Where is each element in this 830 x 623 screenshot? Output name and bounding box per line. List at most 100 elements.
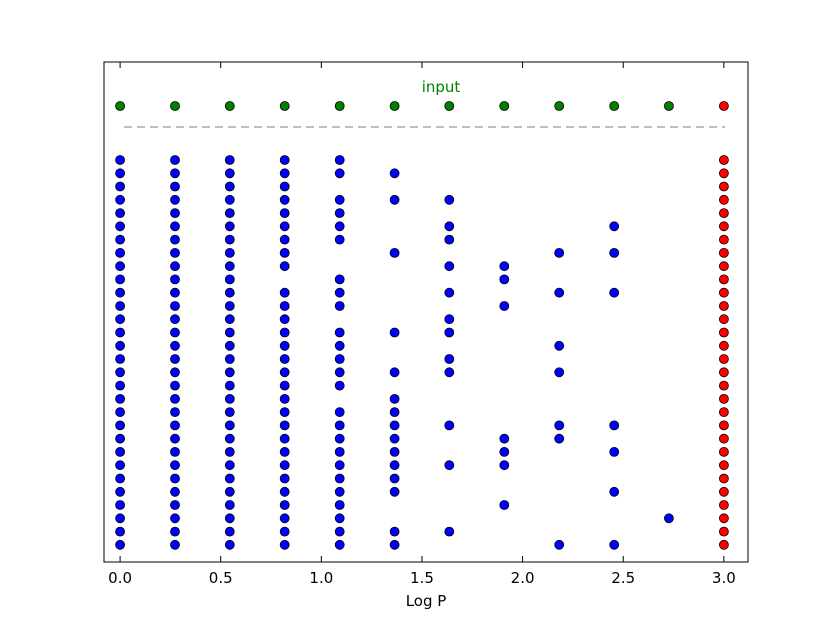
data-point: [170, 513, 180, 524]
data-point: [115, 380, 125, 391]
data-point: [279, 354, 290, 364]
data-point: [444, 314, 455, 325]
data-point: [279, 208, 290, 219]
data-point: [224, 261, 235, 272]
data-point: [334, 234, 345, 245]
data-point: [609, 486, 620, 497]
data-point: [170, 367, 180, 378]
data-point: [170, 168, 180, 179]
data-point: [334, 500, 345, 510]
data-point: [115, 526, 125, 537]
data-point: [334, 473, 345, 484]
data-point: [499, 446, 510, 457]
data-point: [444, 221, 455, 232]
x-tick-label: 2.0: [511, 569, 535, 587]
x-tick-label: 0.0: [108, 569, 132, 587]
data-point: [170, 194, 180, 205]
data-point: [389, 407, 400, 418]
data-point: [279, 473, 290, 484]
data-point: [554, 433, 565, 444]
data-point: [389, 327, 400, 338]
data-point: [334, 486, 345, 497]
x-tick-label: 1.0: [309, 569, 333, 587]
data-point: [115, 446, 125, 457]
data-point: [279, 287, 290, 298]
data-point: [224, 460, 235, 471]
data-point: [334, 221, 345, 232]
data-point: [224, 340, 235, 351]
data-point: [115, 327, 125, 338]
data-point: [224, 354, 235, 364]
data-point: [334, 407, 345, 418]
data-point: [334, 433, 345, 444]
input-label: input: [422, 78, 461, 96]
data-point: [115, 181, 125, 192]
data-point: [719, 221, 729, 232]
data-point: [334, 155, 345, 165]
data-point: [279, 420, 290, 431]
data-point: [444, 234, 455, 245]
x-tick-label: 0.5: [209, 569, 233, 587]
data-point: [224, 314, 235, 325]
data-point: [170, 500, 180, 510]
data-point: [115, 420, 125, 431]
data-point: [389, 473, 400, 484]
data-point: [719, 287, 729, 298]
data-point: [115, 393, 125, 404]
data-point: [170, 446, 180, 457]
x-tick-label: 1.5: [410, 569, 434, 587]
data-point: [719, 433, 729, 444]
data-point: [279, 486, 290, 497]
data-point: [389, 393, 400, 404]
data-point: [444, 194, 455, 205]
data-point: [389, 460, 400, 471]
data-point: [554, 367, 565, 378]
data-point: [719, 446, 729, 457]
data-point: [279, 301, 290, 311]
data-point: [279, 314, 290, 325]
data-point: [170, 208, 180, 219]
data-point: [224, 247, 235, 258]
data-point: [115, 287, 125, 298]
data-point: [115, 367, 125, 378]
data-points: [115, 155, 729, 550]
data-point: [279, 155, 290, 165]
data-point: [334, 380, 345, 391]
data-point: [115, 208, 125, 219]
input-point: [279, 101, 290, 111]
data-point: [170, 340, 180, 351]
data-point: [444, 354, 455, 364]
data-point: [719, 367, 729, 378]
data-point: [719, 340, 729, 351]
data-point: [389, 539, 400, 550]
data-point: [115, 234, 125, 245]
data-point: [279, 261, 290, 272]
data-point: [224, 181, 235, 192]
data-point: [719, 274, 729, 285]
data-point: [224, 433, 235, 444]
data-point: [334, 168, 345, 179]
data-point: [115, 301, 125, 311]
data-point: [279, 393, 290, 404]
data-point: [664, 513, 674, 524]
data-point: [389, 486, 400, 497]
data-point: [224, 234, 235, 245]
data-point: [279, 380, 290, 391]
data-point: [719, 473, 729, 484]
data-point: [279, 194, 290, 205]
data-point: [444, 526, 455, 537]
data-point: [170, 247, 180, 258]
data-point: [719, 513, 729, 524]
data-point: [170, 539, 180, 550]
data-point: [115, 513, 125, 524]
data-point: [444, 327, 455, 338]
data-point: [279, 539, 290, 550]
data-point: [334, 194, 345, 205]
data-point: [389, 247, 400, 258]
data-point: [554, 340, 565, 351]
data-point: [719, 301, 729, 311]
input-point: [554, 101, 565, 111]
data-point: [719, 168, 729, 179]
data-point: [115, 194, 125, 205]
